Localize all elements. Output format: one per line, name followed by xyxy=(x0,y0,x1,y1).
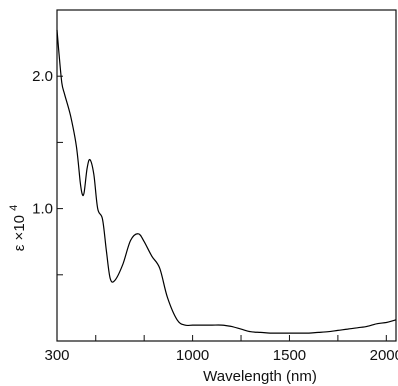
x-tick-label: 1000 xyxy=(176,347,209,364)
y-axis-title: ε ×10 4 xyxy=(8,205,28,252)
x-tick-label: 1500 xyxy=(273,347,306,364)
x-axis-title: Wavelength (nm) xyxy=(203,368,317,385)
y-tick-label: 2.0 xyxy=(32,68,53,85)
y-axis-title-base: ε ×10 xyxy=(11,215,28,251)
x-tick-label: 300 xyxy=(44,347,69,364)
plot-frame xyxy=(56,9,397,342)
absorption-series-line xyxy=(56,29,397,334)
y-tick-label: 1.0 xyxy=(32,201,53,218)
x-tick-label: 2000 xyxy=(370,347,398,364)
x-axis-ticks: 300 1000 1500 2000 xyxy=(44,335,398,364)
y-axis-ticks: 1.0 2.0 xyxy=(32,68,63,276)
y-axis-title-exponent: 4 xyxy=(8,205,20,211)
